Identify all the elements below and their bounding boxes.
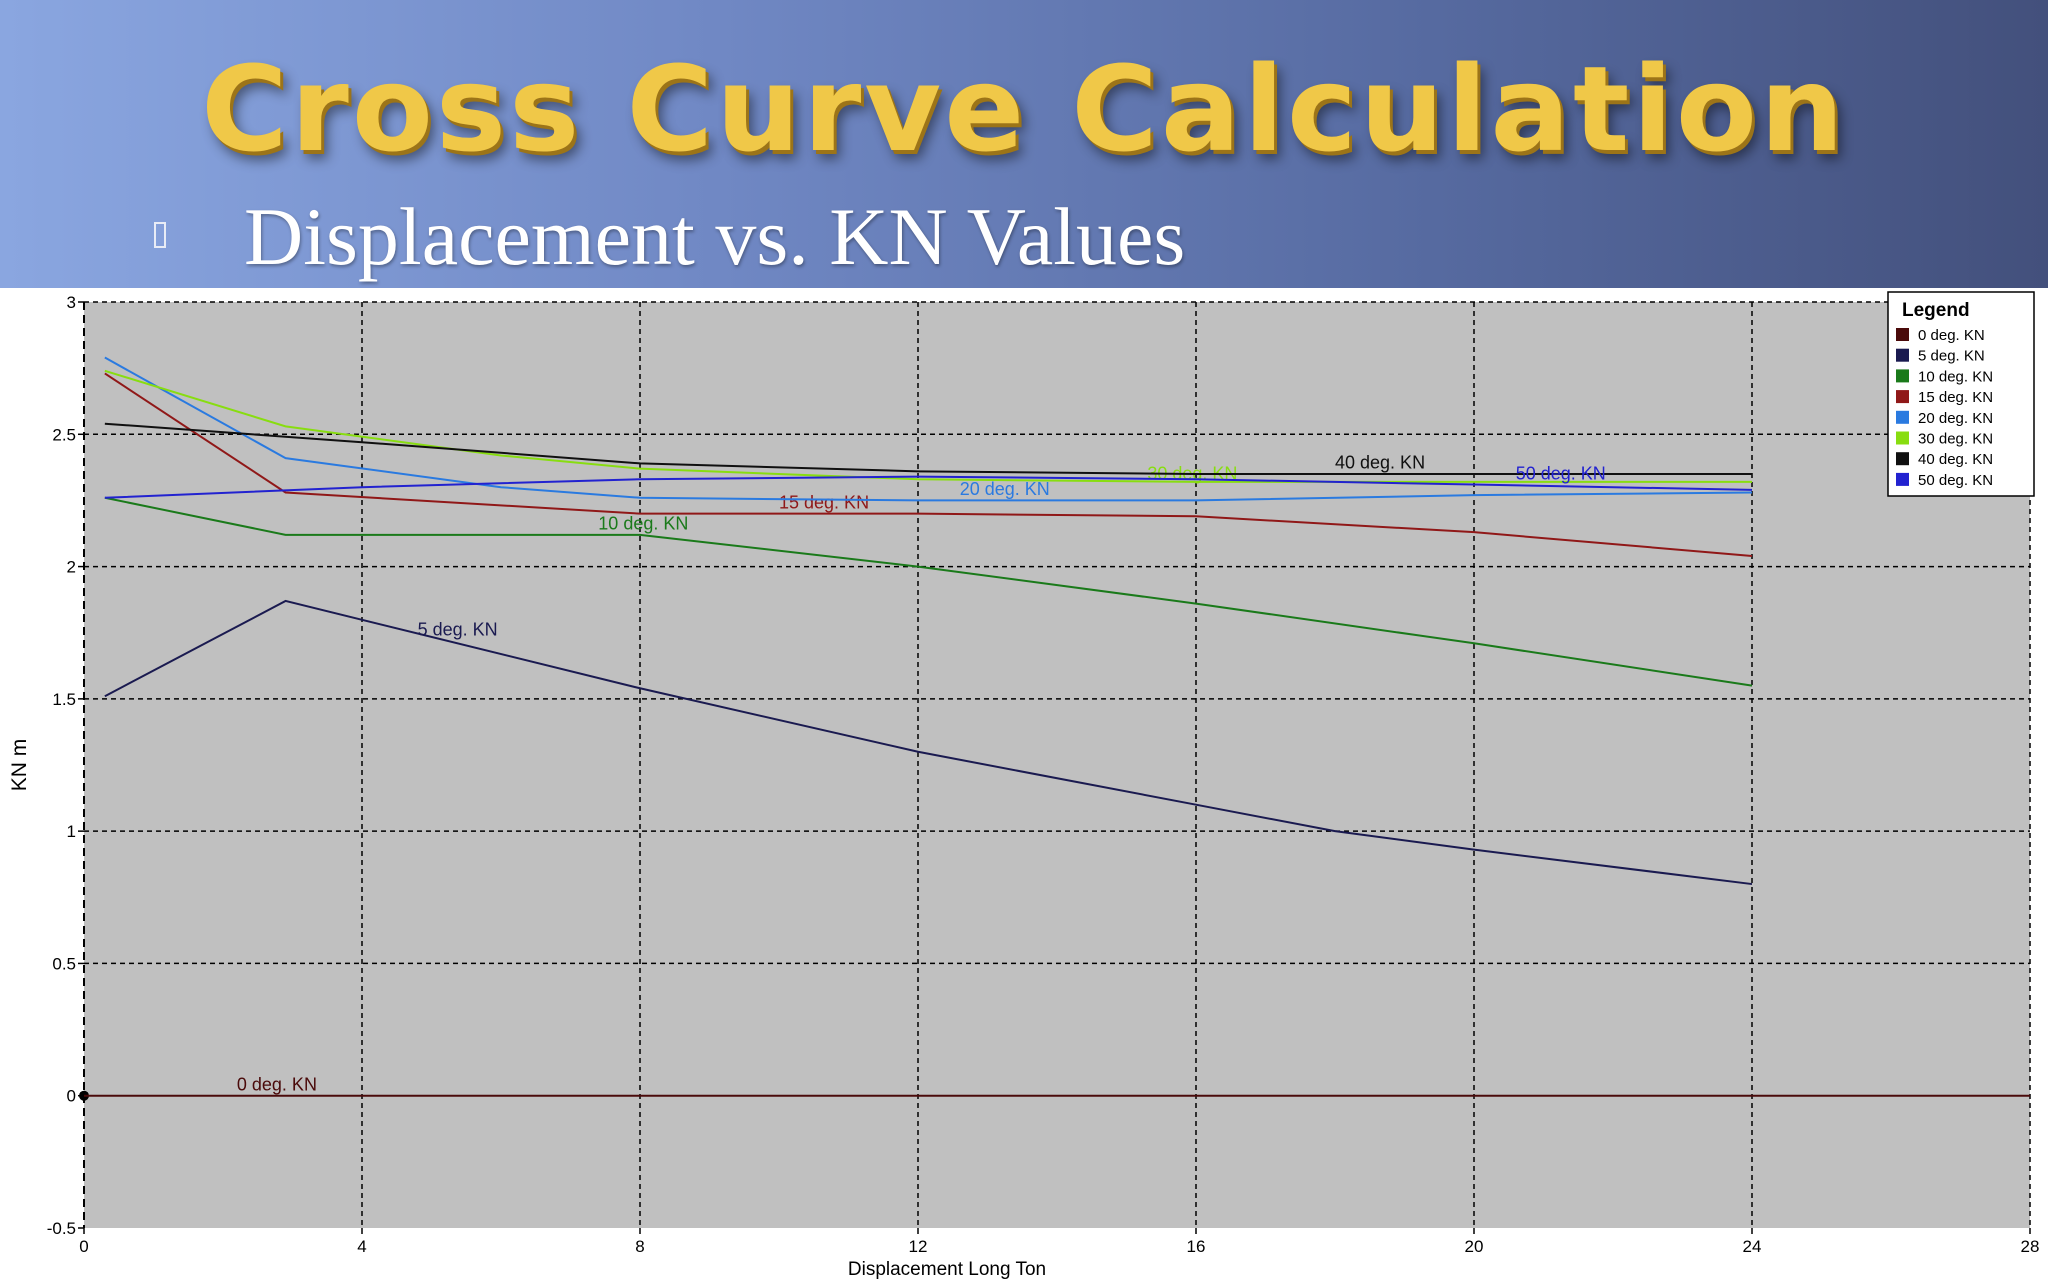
x-tick-label: 24 <box>1743 1237 1762 1256</box>
y-tick-label: 0 <box>67 1087 76 1106</box>
legend-swatch-5 <box>1896 431 1909 445</box>
legend-box <box>1887 291 2035 497</box>
y-axis-label: KN m <box>8 739 31 792</box>
slide-header: Cross Curve Calculation Displacement vs.… <box>0 0 2048 288</box>
legend-entry-5: 30 deg. KN <box>1918 431 1993 448</box>
chart-area: 0 4 8 12 16 20 24 28 -0.5 0 0.5 1 1.5 2 2.5 3 Displaceme… <box>0 288 2048 1280</box>
x-tick-label: 12 <box>909 1237 928 1256</box>
series-label-4: 20 deg. KN <box>960 479 1050 499</box>
slide-subtitle: Displacement vs. KN Values <box>244 191 1186 282</box>
series-label-6: 40 deg. KN <box>1335 453 1425 473</box>
x-tick-label: 0 <box>79 1237 88 1256</box>
y-tick-label: 3 <box>67 293 76 312</box>
y-tick-label: 1 <box>67 822 76 841</box>
legend-swatch-3 <box>1896 390 1909 404</box>
series-line-7 <box>104 475 1753 499</box>
x-tick-label: 4 <box>357 1237 366 1256</box>
series-line-6 <box>104 422 1752 475</box>
legend-swatch-0 <box>1896 328 1909 341</box>
slide-title: Cross Curve Calculation <box>201 40 1847 178</box>
cross-curve-chart: 0 4 8 12 16 20 24 28-0.500.511.522.53Displaceme… <box>8 291 2040 1280</box>
x-tick-label: 16 <box>1187 1237 1206 1256</box>
legend-swatch-1 <box>1896 348 1909 362</box>
x-tick-label: 8 <box>635 1237 644 1256</box>
x-axis-label: Displacement Long Ton <box>848 1259 1046 1280</box>
series-line-2 <box>104 496 1753 687</box>
legend-swatch-6 <box>1896 452 1909 466</box>
legend-title: Legend <box>1902 300 1970 321</box>
legend-swatch-2 <box>1896 369 1909 383</box>
legend-swatch-4 <box>1896 410 1909 424</box>
legend-entry-6: 40 deg. KN <box>1918 451 1993 468</box>
square-bullet-icon <box>154 222 166 248</box>
legend-entry-3: 15 deg. KN <box>1918 389 1993 406</box>
series-label-1: 5 deg. KN <box>418 619 498 639</box>
series-label-0: 0 deg. KN <box>237 1074 317 1094</box>
legend-entry-0: 0 deg. KN <box>1918 327 1985 344</box>
legend-swatch-7 <box>1896 472 1909 486</box>
y-tick-label: 1.5 <box>52 690 76 709</box>
series-line-5 <box>104 369 1752 483</box>
y-tick-label: 2.5 <box>52 425 76 444</box>
x-tick-label: 20 <box>1465 1237 1484 1256</box>
series-label-7: 50 deg. KN <box>1516 463 1606 483</box>
x-tick-label: 28 <box>2021 1237 2040 1256</box>
series-label-2: 10 deg. KN <box>598 514 688 534</box>
y-tick-label: -0.5 <box>47 1219 76 1238</box>
legend-entry-2: 10 deg. KN <box>1918 368 1993 385</box>
series-label-3: 15 deg. KN <box>779 492 869 512</box>
series-line-4 <box>104 356 1753 502</box>
legend-entry-1: 5 deg. KN <box>1918 348 1985 365</box>
y-tick-label: 2 <box>67 558 76 577</box>
series-line-1 <box>104 599 1753 886</box>
y-tick-label: 0.5 <box>52 954 76 973</box>
legend-entry-4: 20 deg. KN <box>1918 410 1993 427</box>
plot-background <box>84 302 2030 1228</box>
legend-entry-7: 50 deg. KN <box>1918 472 1993 489</box>
series-line-3 <box>104 372 1753 557</box>
